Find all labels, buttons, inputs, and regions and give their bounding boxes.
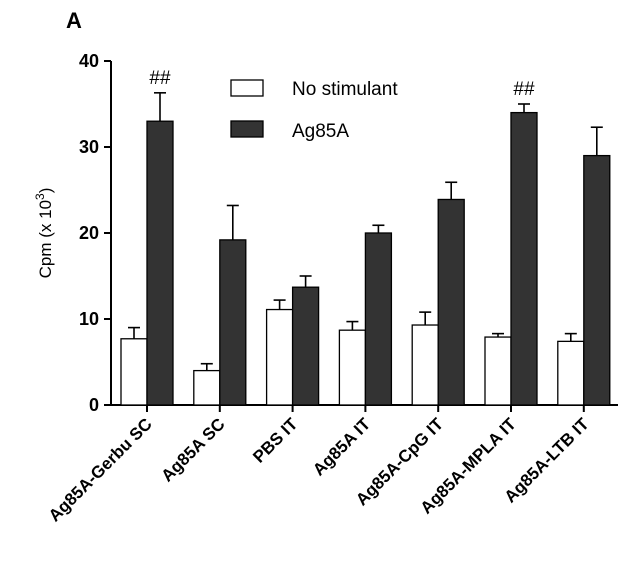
bar-ag85a <box>583 154 611 406</box>
y-axis-label-main: Cpm (x 10 <box>36 200 55 278</box>
bar-ag85a <box>364 232 393 406</box>
y-tick-label: 0 <box>89 395 99 415</box>
bar-ag85a <box>291 286 320 406</box>
x-tick-label: Ag85A-Gerbu SC <box>45 414 156 525</box>
x-tick-label: PBS IT <box>249 414 302 467</box>
y-axis-label-exponent: 3 <box>33 193 47 200</box>
y-ticks: 0 10 20 30 40 <box>79 51 111 415</box>
x-tick-label: Ag85A SC <box>158 414 229 485</box>
bar-no-stimulant <box>411 324 439 406</box>
x-ticks: Ag85A-Gerbu SC Ag85A SC PBS IT Ag85A ITAg85… <box>45 405 593 525</box>
bar-no-stimulant <box>120 338 148 406</box>
legend-swatch-no-stimulant <box>230 79 264 97</box>
panel-label: A <box>66 8 82 33</box>
legend-label-ag85a: Ag85A <box>292 121 349 142</box>
bar-no-stimulant <box>484 336 512 406</box>
y-axis-label-close: ) <box>36 188 55 194</box>
bar-no-stimulant <box>193 369 221 406</box>
bar-no-stimulant <box>557 340 585 406</box>
bar-no-stimulant <box>265 308 294 406</box>
y-tick-label: 10 <box>79 309 99 329</box>
legend-label-no-stimulant: No stimulant <box>292 79 398 100</box>
y-tick-label: 40 <box>79 51 99 71</box>
y-axis-label: Cpm (x 103) <box>33 188 55 279</box>
legend-swatch-ag85a <box>230 120 264 138</box>
bars <box>120 92 611 406</box>
legend: No stimulant Ag85A <box>230 79 398 142</box>
significance-annotation: ## <box>149 68 171 89</box>
y-axis: 0 10 20 30 40 Cpm (x 103) <box>33 51 112 415</box>
y-tick-label: 30 <box>79 137 99 157</box>
significance-annotation: ## <box>513 79 535 100</box>
x-tick-label: Ag85A IT <box>309 414 375 480</box>
y-tick-label: 20 <box>79 223 99 243</box>
bar-ag85a <box>510 111 538 406</box>
x-axis: Ag85A-Gerbu SC Ag85A SC PBS IT Ag85A ITAg85… <box>45 404 618 525</box>
annotations: ## ## <box>149 68 535 100</box>
bar-ag85a <box>146 120 174 406</box>
bar-ag85a <box>437 198 465 406</box>
bar-no-stimulant <box>338 329 367 406</box>
bar-ag85a <box>219 239 247 406</box>
